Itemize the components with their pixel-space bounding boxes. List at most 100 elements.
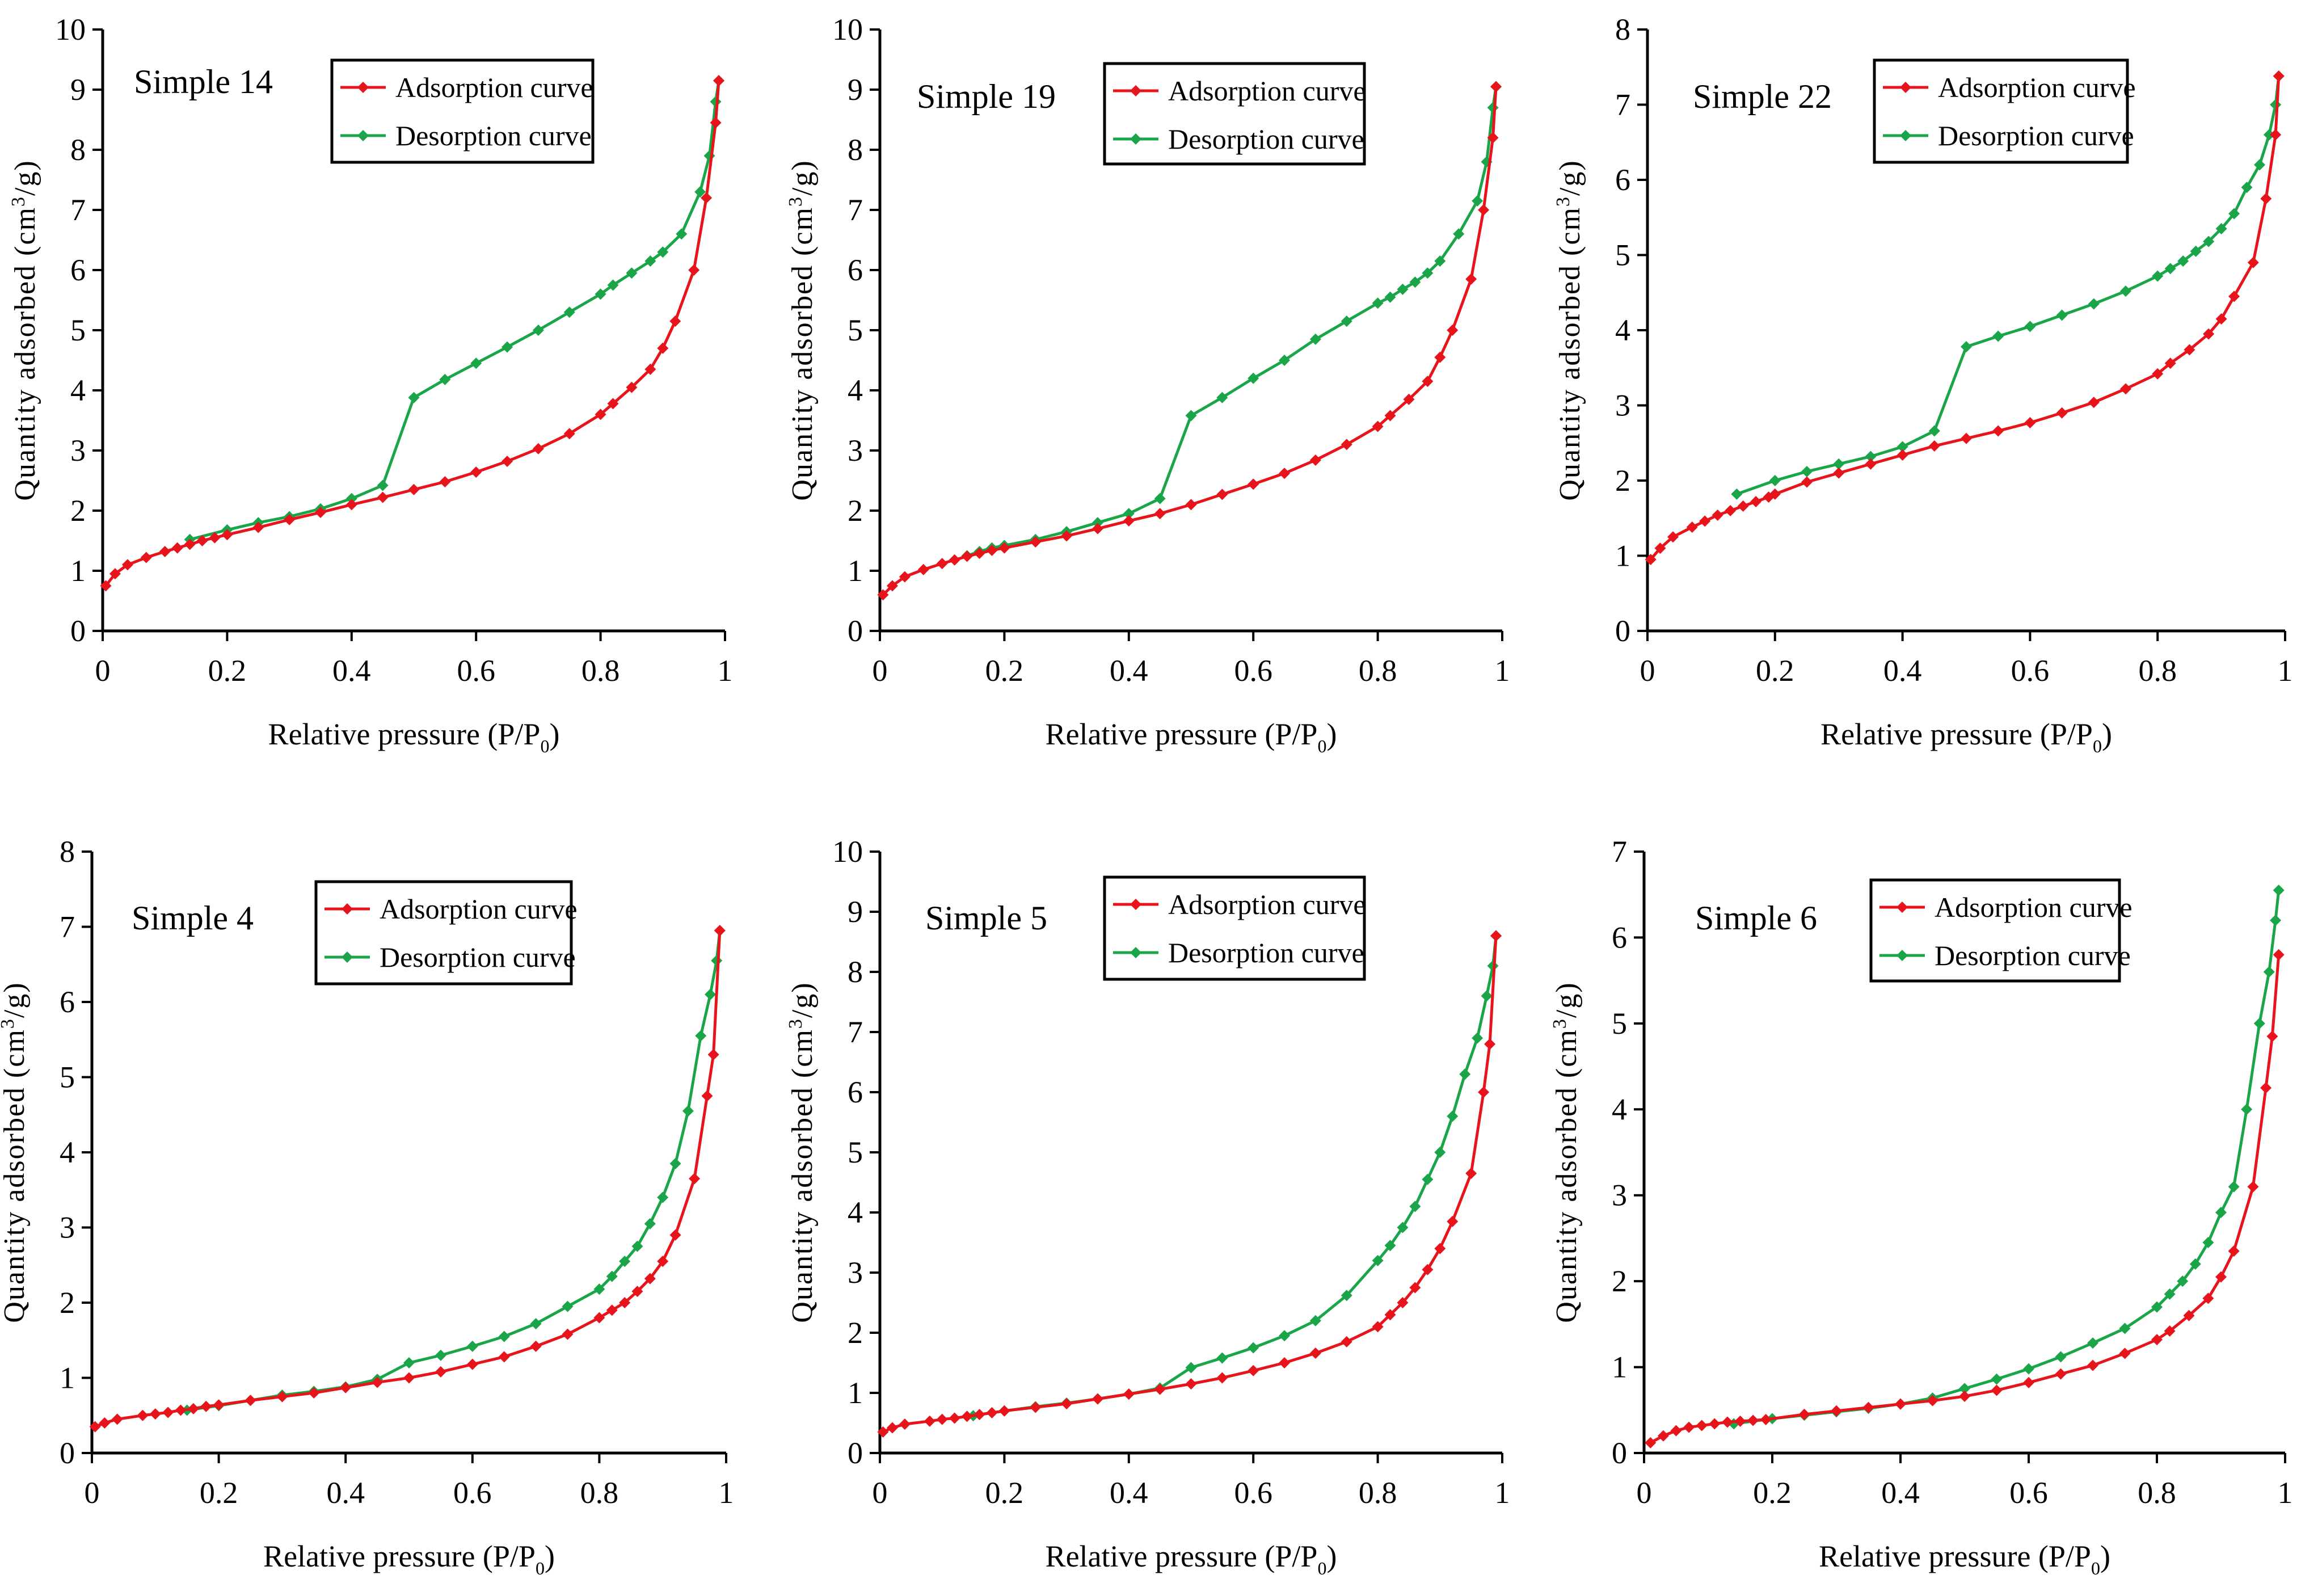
adsorption-point xyxy=(1384,1309,1396,1321)
y-tick-label: 7 xyxy=(848,193,863,227)
desorption-point xyxy=(377,479,389,491)
y-tick-label: 6 xyxy=(1612,920,1627,954)
y-tick-label: 3 xyxy=(1615,389,1630,423)
y-tick-label: 3 xyxy=(1612,1178,1627,1212)
x-axis-label: Relative pressure (P/P0) xyxy=(1046,1539,1337,1578)
adsorption-point xyxy=(530,1340,542,1352)
desorption-point xyxy=(619,1256,631,1267)
desorption-point xyxy=(2177,1275,2189,1287)
desorption-point xyxy=(626,267,638,279)
desorption-point xyxy=(1372,1254,1384,1266)
desorption-point xyxy=(669,1157,681,1169)
desorption-point xyxy=(2273,885,2285,896)
desorption-point xyxy=(1453,228,1465,240)
x-tick-label: 1 xyxy=(2278,654,2293,688)
adsorption-point xyxy=(1961,432,1972,444)
y-tick-label: 2 xyxy=(1615,464,1630,498)
desorption-point xyxy=(2024,321,2036,332)
desorption-point xyxy=(1459,1068,1471,1080)
y-tick-label: 5 xyxy=(848,313,863,347)
x-tick-label: 1 xyxy=(719,1476,734,1510)
y-tick-label: 3 xyxy=(848,433,863,468)
adsorption-curve-line xyxy=(94,930,722,1428)
desorption-point xyxy=(1897,441,1908,453)
desorption-point xyxy=(1216,391,1228,403)
y-tick-label: 10 xyxy=(832,835,863,869)
desorption-point xyxy=(1422,267,1434,279)
legend-marker xyxy=(1130,133,1141,145)
adsorption-point xyxy=(1712,509,1723,521)
legend: Adsorption curve Desorption curve xyxy=(1103,62,1366,166)
legend: Adsorption curve Desorption curve xyxy=(1869,878,2133,983)
desorption-point xyxy=(563,306,575,318)
desorption-point xyxy=(2254,159,2266,171)
desorption-point xyxy=(644,1218,656,1229)
chart-panel: 0 1 2 3 4 5 6 7 0 0.2 0.4 0.6 0.8 1 Relative pressure … xyxy=(1549,835,2293,1578)
chart-title: Simple 14 xyxy=(134,63,273,100)
x-tick-label: 0.4 xyxy=(332,654,371,688)
y-tick-label: 8 xyxy=(1615,12,1630,47)
adsorption-point xyxy=(2228,1245,2240,1257)
desorption-point xyxy=(606,1270,618,1282)
adsorption-point xyxy=(657,1256,669,1267)
adsorption-point xyxy=(949,1412,960,1424)
chart-title: Simple 4 xyxy=(132,899,254,937)
desorption-point xyxy=(631,1240,643,1252)
adsorption-point xyxy=(340,1382,352,1393)
adsorption-point xyxy=(899,571,911,583)
x-tick-label: 0.6 xyxy=(2009,1476,2048,1510)
legend-marker xyxy=(357,130,369,141)
y-tick-label: 9 xyxy=(848,895,863,929)
desorption-point xyxy=(2120,285,2131,297)
adsorption-point xyxy=(1699,515,1711,527)
adsorption-point xyxy=(2202,1292,2214,1304)
x-tick-label: 0.4 xyxy=(1110,654,1148,688)
adsorption-point xyxy=(171,542,183,554)
x-tick-label: 1 xyxy=(718,654,733,688)
adsorption-point xyxy=(1686,521,1698,533)
y-tick-label: 4 xyxy=(60,1135,75,1169)
y-tick-label: 3 xyxy=(848,1256,863,1290)
adsorption-point xyxy=(1154,508,1166,520)
y-tick-label: 2 xyxy=(1612,1264,1627,1298)
desorption-point xyxy=(2151,1301,2163,1313)
x-tick-label: 0.2 xyxy=(200,1476,238,1510)
desorption-point xyxy=(2190,245,2202,257)
desorption-point xyxy=(2215,223,2227,235)
adsorption-point xyxy=(1667,531,1679,543)
x-axis-label: Relative pressure (P/P0) xyxy=(263,1539,555,1578)
adsorption-point xyxy=(2203,328,2215,340)
legend: Adsorption curve Desorption curve xyxy=(1873,58,2136,164)
desorption-point xyxy=(502,341,513,353)
x-tick-label: 0.8 xyxy=(2138,1476,2176,1510)
chart-panel: 0 1 2 3 4 5 6 7 8 9 10 0 0.2 0.4 0.6 0.8 1 Relative press… xyxy=(785,12,1510,756)
adsorption-point xyxy=(109,568,121,580)
y-tick-label: 4 xyxy=(1615,313,1630,347)
y-tick-label: 9 xyxy=(70,73,86,107)
legend: Adsorption curve Desorption curve xyxy=(330,58,595,164)
adsorption-point xyxy=(657,342,669,354)
desorption-point xyxy=(403,1357,415,1368)
adsorption-point xyxy=(644,1273,656,1285)
adsorption-point xyxy=(1478,204,1490,216)
chart-panel: 0 1 2 3 4 5 6 7 8 0 0.2 0.4 0.6 0.8 1 Relative pressure… xyxy=(0,835,734,1578)
adsorption-point xyxy=(159,546,171,558)
adsorption-point xyxy=(1721,1416,1733,1428)
desorption-point xyxy=(2189,1258,2201,1270)
adsorption-point xyxy=(2215,1271,2227,1283)
adsorption-point xyxy=(1403,393,1415,405)
desorption-point xyxy=(676,228,688,240)
adsorption-point xyxy=(2152,368,2164,380)
adsorption-point xyxy=(2024,416,2036,428)
y-tick-label: 5 xyxy=(1612,1007,1627,1041)
desorption-point xyxy=(1959,1383,1970,1395)
adsorption-point xyxy=(1185,1378,1197,1390)
desorption-point xyxy=(1487,102,1499,113)
adsorption-point xyxy=(626,381,638,393)
adsorption-point xyxy=(2120,383,2131,395)
adsorption-point xyxy=(886,1422,898,1434)
adsorption-point xyxy=(1092,523,1103,534)
y-tick-label: 8 xyxy=(848,133,863,167)
legend-label: Adsorption curve xyxy=(395,71,593,103)
adsorption-point xyxy=(1991,1384,2003,1396)
